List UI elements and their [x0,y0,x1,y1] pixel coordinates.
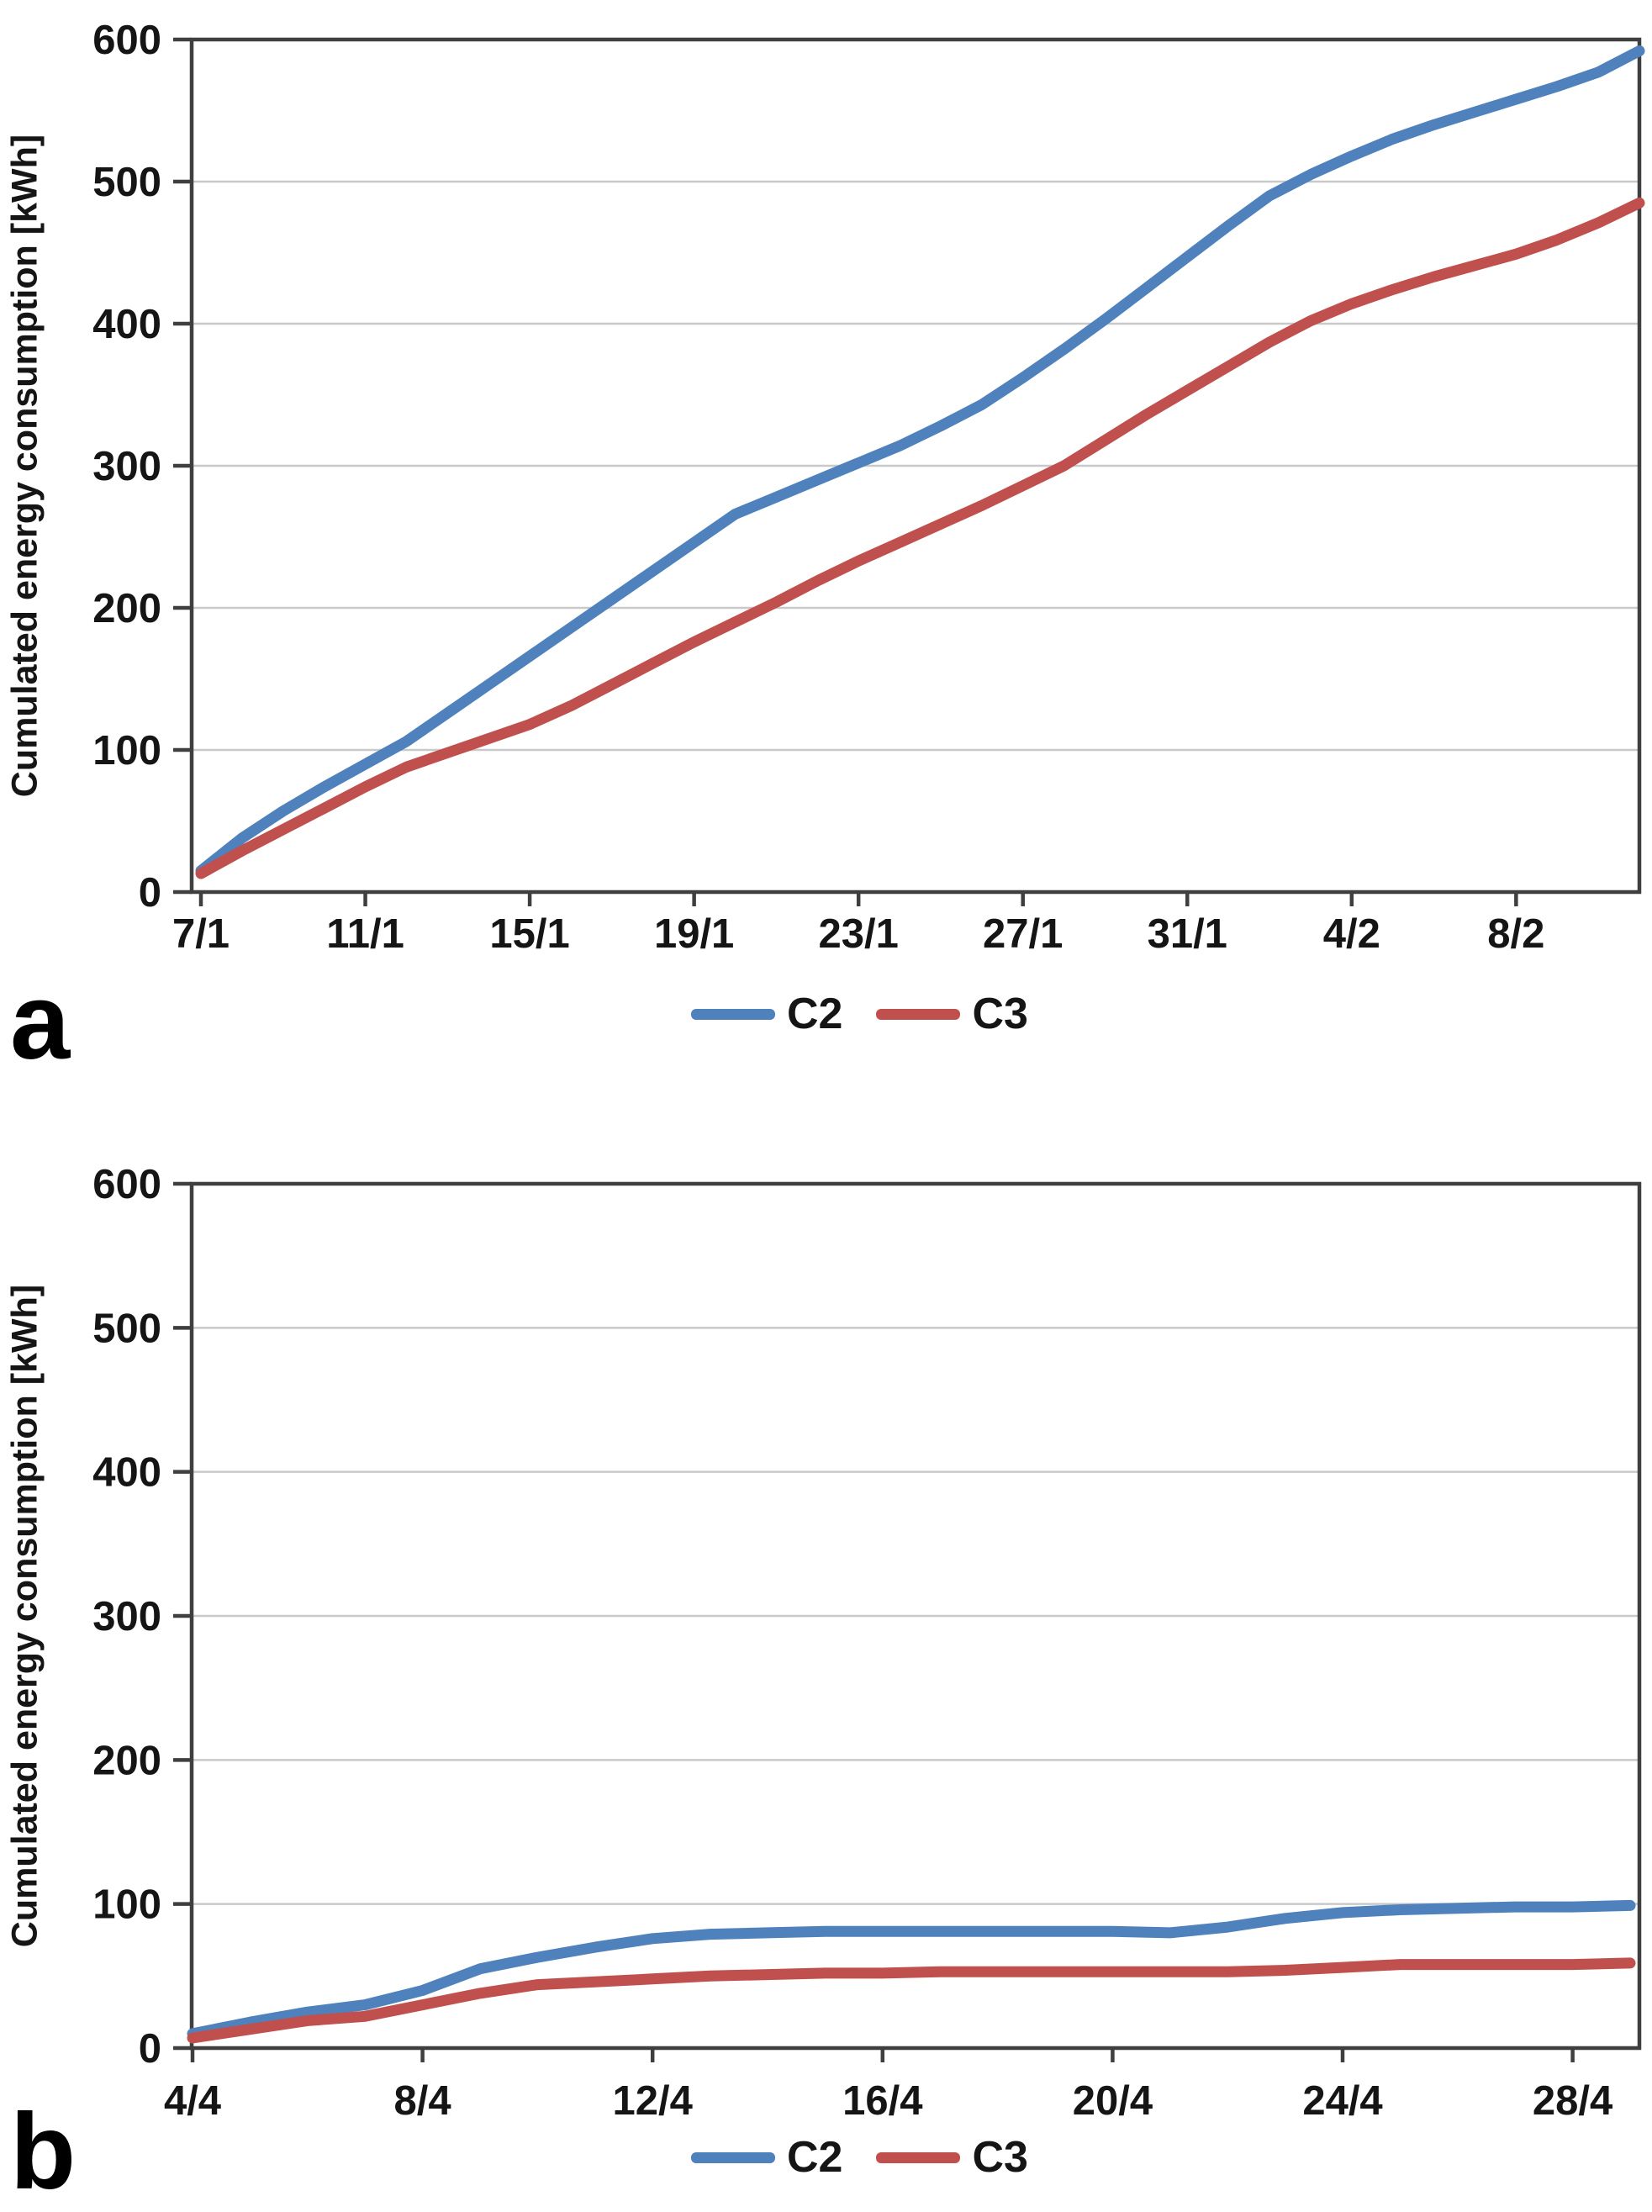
y-tick-label: 500 [92,1306,161,1351]
x-tick-label: 24/4 [1302,2078,1382,2124]
x-tick-label: 31/1 [1148,911,1227,957]
legend-a-c3-label: C3 [972,990,1028,1038]
y-tick-label: 300 [92,1594,161,1639]
x-tick-label: 20/4 [1073,2078,1153,2124]
legend-a-c3-swatch [876,1008,961,1020]
y-tick-label: 200 [92,1738,161,1783]
chart-b-energy-consumption: 0 100 200 300 400 500 600 4/4 8/4 12/4 16/4 20/4 24/… [92,1162,1642,2124]
y-axis-title-a: Cumulated energy consumption [kWh] [4,134,45,798]
series-line-C3 [187,1957,1636,2044]
x-tick-label: 11/1 [326,911,404,957]
y-tick-label: 400 [92,1450,161,1496]
legend-a: C2 C3 [691,992,1050,1036]
x-tick-label: 4/2 [1323,911,1380,957]
y-tick-label: 0 [139,870,161,916]
series-line-C2 [187,1899,1636,2040]
y-tick-label: 100 [92,728,161,773]
x-tick-label: 8/2 [1487,911,1544,957]
x-tick-label: 19/1 [654,911,734,957]
x-tick-label: 12/4 [613,2078,693,2124]
x-tick-label: 4/4 [164,2078,221,2124]
y-tick-label: 0 [139,2026,161,2072]
x-tick-label: 15/1 [489,911,569,957]
x-tick-label: 8/4 [394,2078,451,2124]
y-tick-label: 400 [92,302,161,347]
y-tick-label: 600 [92,1162,161,1207]
panel-a-label: a [10,962,71,1082]
legend-b-c3-label: C3 [972,2133,1028,2182]
legend-a-c2-swatch [691,1008,775,1020]
x-tick-label: 28/4 [1533,2078,1612,2124]
chart-a-energy-consumption: 0 100 200 300 400 500 600 7/1 11/1 15/1 19/1 23/1 27… [92,18,1645,957]
series-line-C3 [195,197,1645,879]
y-tick-label: 100 [92,1882,161,1928]
legend-b-c2-swatch [691,2151,775,2163]
y-axis-title-b: Cumulated energy consumption [kWh] [4,1284,45,1948]
legend-b: C2 C3 [691,2135,1050,2179]
legend-b-c2-label: C2 [787,2133,843,2182]
y-tick-label: 600 [92,18,161,63]
y-tick-label: 300 [92,444,161,489]
series-line-C2 [195,45,1645,877]
x-tick-label: 7/1 [172,911,230,957]
legend-b-c3-swatch [876,2151,961,2163]
y-tick-label: 500 [92,160,161,205]
x-tick-label: 23/1 [818,911,898,957]
x-tick-label: 16/4 [842,2078,922,2124]
y-tick-label: 200 [92,586,161,631]
x-tick-label: 27/1 [983,911,1063,957]
panel-b-label: b [10,2092,77,2212]
legend-a-c2-label: C2 [787,990,843,1038]
